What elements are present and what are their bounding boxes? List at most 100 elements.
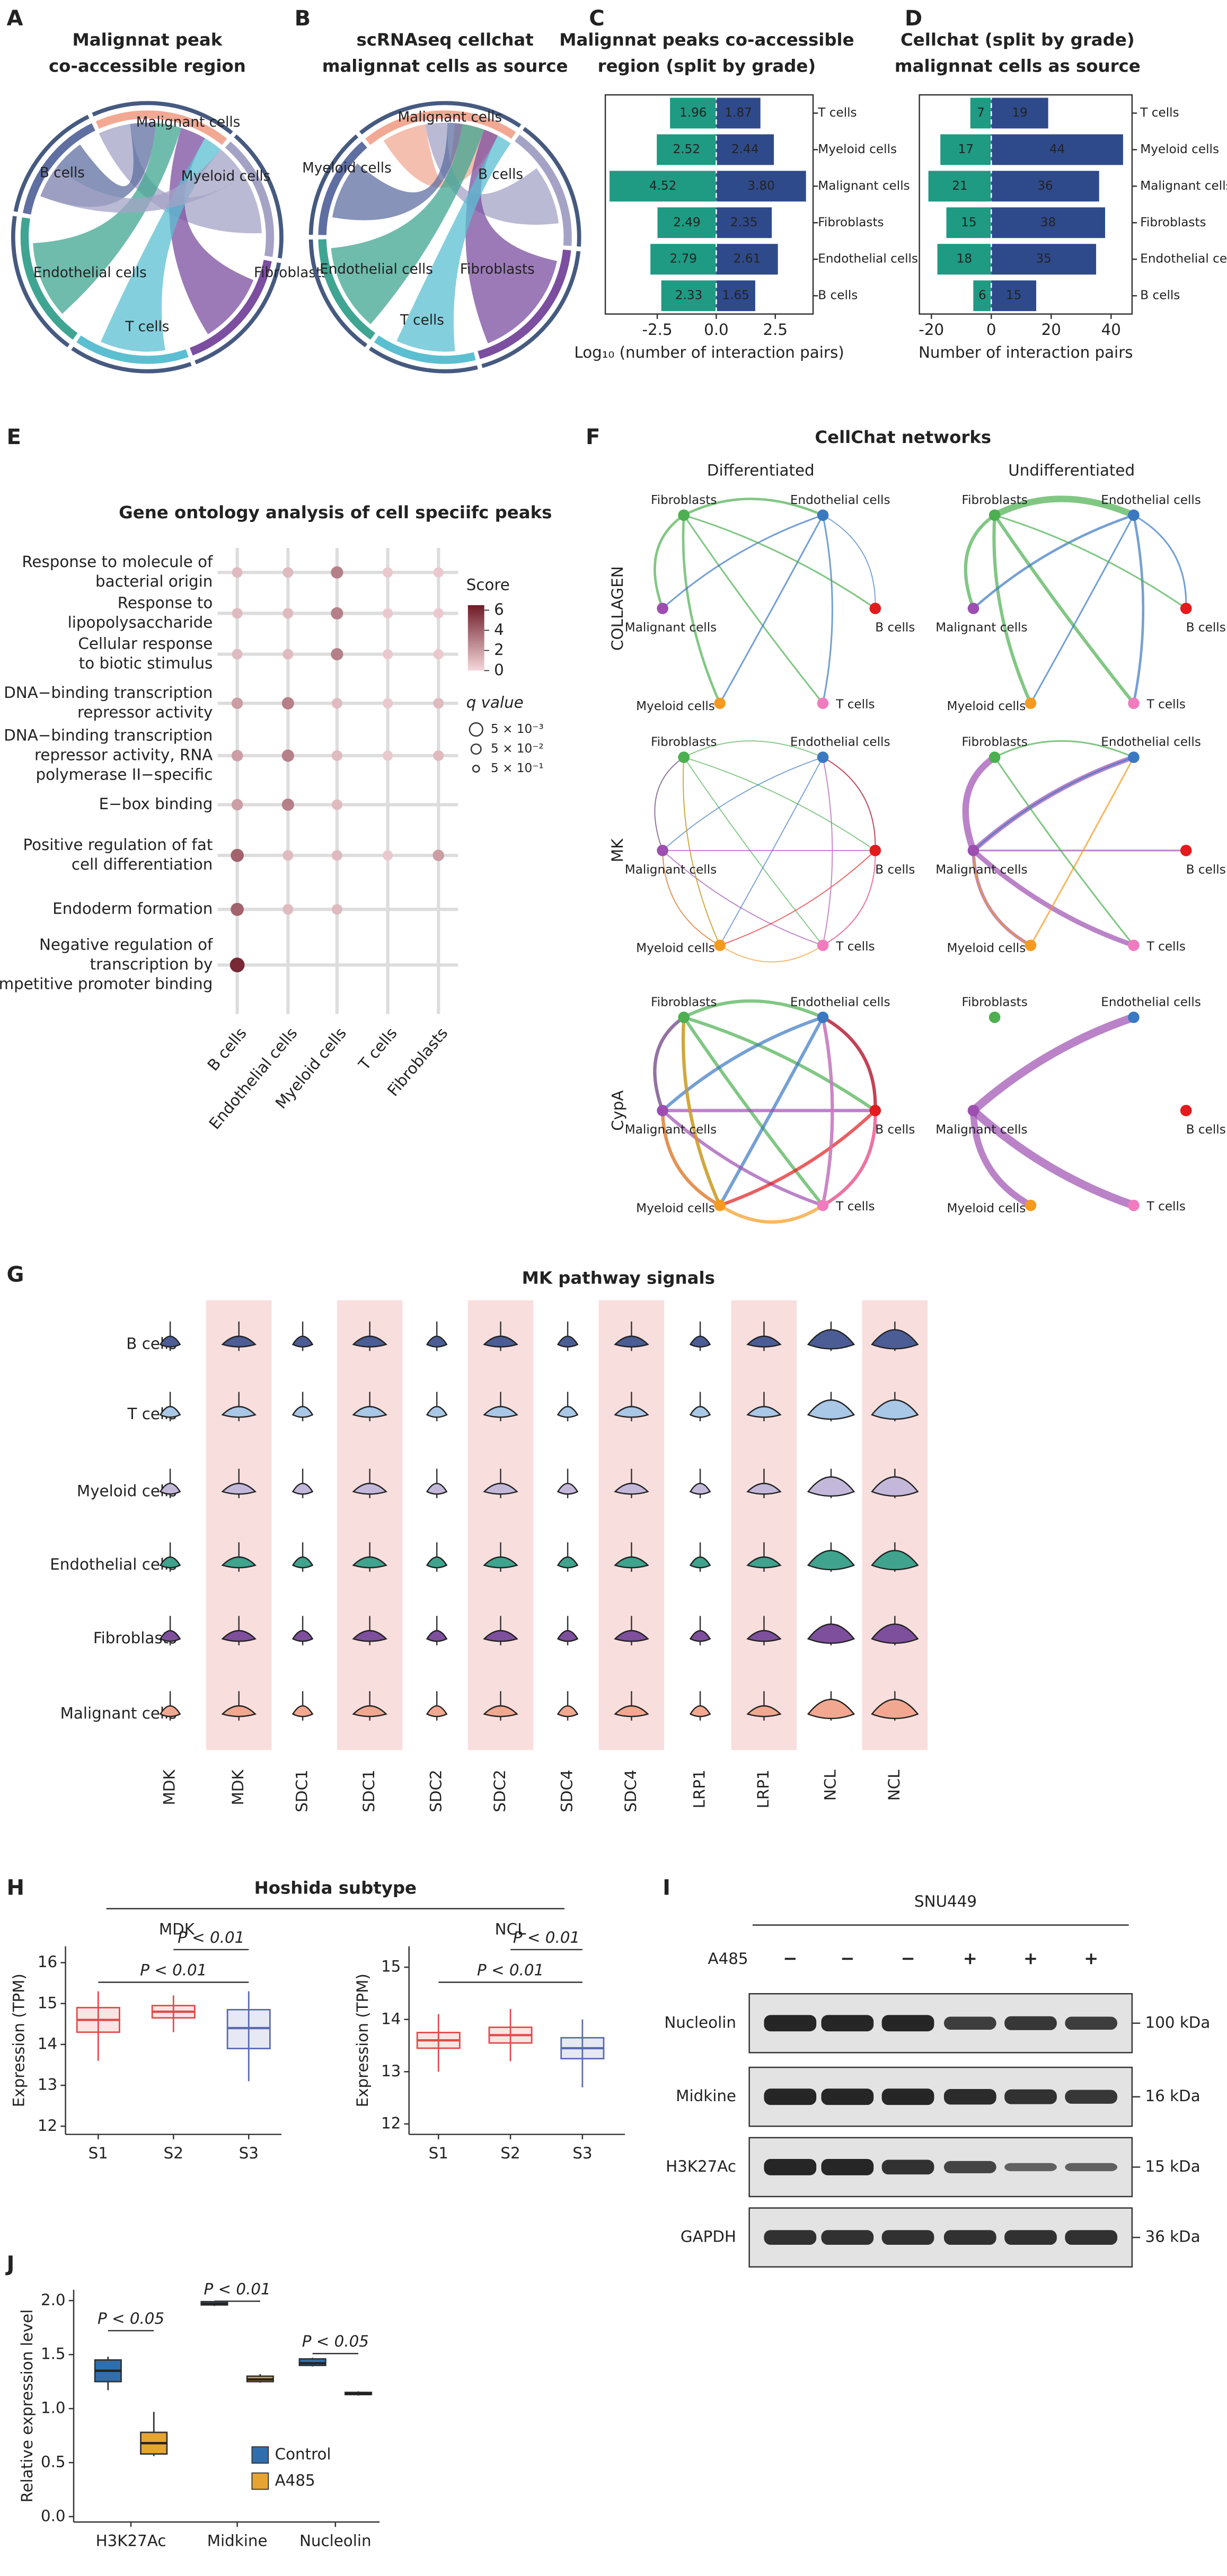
x-tick-label: -2.5 (642, 321, 672, 339)
node-label: Myeloid cells (636, 700, 715, 713)
violin (746, 1705, 782, 1718)
column-label: SDC1 (293, 1769, 311, 1812)
dot (382, 567, 393, 578)
network-edge (683, 1015, 877, 1112)
dot (232, 649, 243, 660)
chord-ribbon (33, 123, 181, 314)
legend-label: Control (275, 2445, 331, 2463)
panel-letter: I (663, 1876, 670, 1900)
dot (283, 904, 294, 915)
network-node (817, 940, 829, 951)
term-label: transcription by (90, 955, 213, 973)
x-tick-label: 20 (1041, 321, 1061, 339)
dot (331, 566, 343, 579)
data-label: 15 (1006, 289, 1021, 303)
panel-letter: E (6, 425, 21, 449)
network-edge (719, 945, 824, 963)
y-tick-label: 12 (38, 2117, 57, 2135)
term-label: to biotic stimulus (79, 654, 213, 672)
x-tick-label: S2 (500, 2144, 520, 2162)
size-key (470, 743, 482, 755)
band (943, 2230, 996, 2245)
band (881, 2088, 934, 2105)
network-edge (682, 515, 721, 704)
chord-ribbon (332, 122, 463, 220)
y-tick-label: Fibroblasts (818, 216, 884, 229)
column-label: MDK (161, 1769, 179, 1805)
annotation: P < 0.01 (477, 1961, 544, 1979)
network-node (678, 509, 690, 521)
annotation: P < 0.01 (513, 1928, 580, 1946)
bar (716, 134, 774, 165)
chord-segment (23, 123, 95, 215)
column-label: MDK (229, 1769, 247, 1805)
bar (946, 207, 992, 238)
node-label: Myeloid cells (947, 942, 1026, 955)
network-edge (683, 757, 824, 946)
panel-title: Gene ontology analysis of cell speciifc … (119, 502, 552, 523)
x-tick-label: H3K27Ac (96, 2532, 166, 2550)
network-node (678, 1011, 690, 1023)
network-node (1025, 1199, 1037, 1211)
row-title: CypA (608, 1090, 626, 1130)
violin (483, 1335, 518, 1348)
network-edge (970, 1110, 1032, 1209)
network-edge (972, 755, 1135, 853)
dot (331, 648, 343, 661)
protein-label: GAPDH (681, 2228, 736, 2246)
dot (331, 607, 343, 619)
panel-title: MDK (159, 1920, 195, 1938)
violin (221, 1630, 257, 1642)
term-label: Positive regulation of fat (23, 836, 213, 854)
violin (871, 1399, 919, 1420)
panel-title: SNU449 (914, 1892, 977, 1910)
violin (689, 1335, 711, 1348)
violin (426, 1406, 448, 1418)
network-node (1128, 697, 1140, 709)
violin (871, 1476, 919, 1497)
panel-letter: D (905, 6, 922, 31)
dot (433, 608, 444, 619)
violin (614, 1483, 649, 1495)
highlight-band (337, 1300, 403, 1750)
dot (281, 697, 294, 710)
violin (614, 1556, 649, 1569)
y-tick-label: Malignant cells (818, 179, 910, 193)
dot (331, 750, 342, 761)
violin (292, 1406, 314, 1418)
violin (614, 1630, 649, 1642)
x-tick-label: B cells (204, 1024, 250, 1075)
violin (807, 1476, 855, 1497)
node-label: Fibroblasts (961, 995, 1027, 1009)
network-edge (994, 757, 1135, 946)
network-edge (962, 754, 997, 852)
term-label: competitive promoter binding (0, 975, 213, 993)
y-tick-label: Endothelial cells (1140, 252, 1227, 266)
highlight-band (467, 1300, 534, 1750)
term-label: Negative regulation of (39, 935, 213, 953)
network-edge (683, 757, 720, 946)
x-tick-label: 2.5 (763, 321, 788, 339)
colorbar-label: 4 (494, 621, 504, 639)
network-edge (823, 850, 876, 946)
network-node (657, 1104, 668, 1117)
bar (657, 207, 717, 238)
violin (746, 1335, 782, 1348)
row-title: MK (608, 838, 626, 862)
column-label: LRP1 (691, 1769, 709, 1808)
node-label: B cells (875, 1123, 915, 1137)
violin (352, 1335, 387, 1348)
term-label: DNA−binding transcription (4, 726, 213, 744)
data-label: 15 (961, 216, 976, 229)
node-label: Malignant cells (935, 863, 1027, 877)
network-edge (661, 1110, 721, 1207)
node-label: Myeloid cells (636, 942, 715, 955)
violin (557, 1705, 579, 1718)
network-edge (823, 515, 876, 609)
bar (970, 98, 992, 129)
dot (283, 608, 294, 619)
data-label: 2.61 (734, 252, 761, 266)
band (1004, 2016, 1057, 2030)
chord-ring (359, 101, 522, 135)
violin (426, 1483, 448, 1495)
